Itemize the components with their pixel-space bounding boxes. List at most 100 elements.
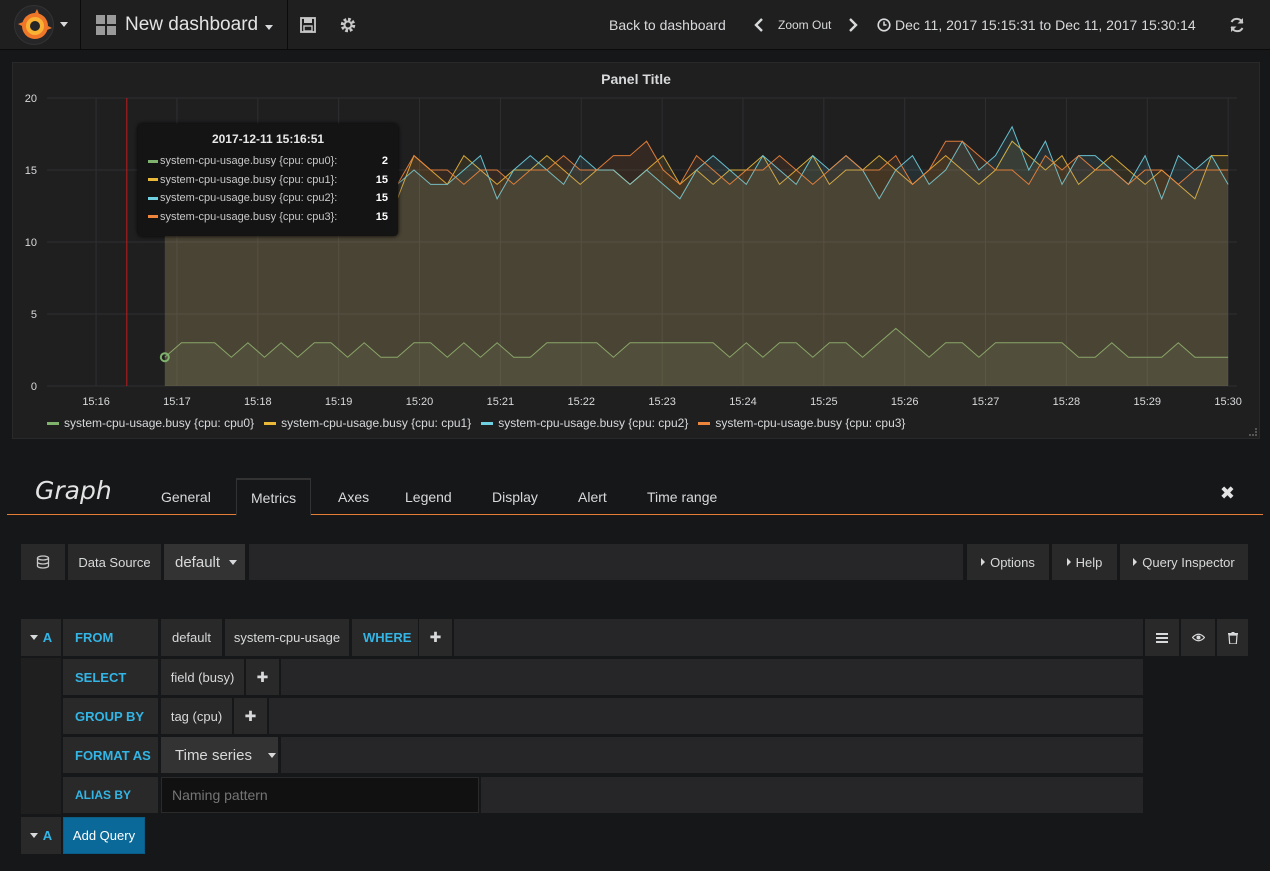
- add-select-button[interactable]: ✚: [246, 659, 279, 695]
- eye-icon[interactable]: [1181, 619, 1215, 656]
- legend-label: system-cpu-usage.busy {cpu: cpu3}: [715, 416, 906, 430]
- tooltip-series-label: system-cpu-usage.busy {cpu: cpu1}:: [160, 173, 338, 186]
- caret-right-icon: [981, 558, 986, 566]
- data-source-label: Data Source: [68, 544, 161, 580]
- help-label: Help: [1075, 554, 1103, 570]
- graph-legend: system-cpu-usage.busy {cpu: cpu0} system-…: [47, 416, 905, 430]
- legend-swatch: [481, 421, 494, 425]
- datasource-filler: [249, 544, 963, 580]
- y-tick-label: 0: [31, 381, 37, 393]
- data-source-select[interactable]: default: [164, 544, 245, 580]
- back-to-dashboard-button[interactable]: Back to dashboard: [609, 0, 726, 50]
- x-tick-label: 15:22: [567, 396, 595, 408]
- gear-icon[interactable]: [338, 15, 358, 35]
- chevron-down-icon: [267, 752, 276, 758]
- chevron-down-icon: [60, 22, 68, 27]
- add-query-button[interactable]: Add Query: [63, 817, 145, 854]
- alias-by-label: ALIAS BY: [63, 777, 158, 813]
- panel-title[interactable]: Panel Title: [601, 71, 671, 87]
- group-by-filler: [269, 698, 1143, 734]
- editor-title: Graph: [35, 476, 112, 505]
- query-inspector-label: Query Inspector: [1142, 554, 1235, 570]
- tooltip-time: 2017-12-11 15:16:51: [211, 132, 325, 146]
- data-source-value: default: [175, 553, 221, 571]
- add-query-ref: A: [21, 817, 61, 854]
- grafana-logo-icon: [14, 5, 54, 45]
- legend-item[interactable]: system-cpu-usage.busy {cpu: cpu2}: [481, 416, 688, 430]
- tab-alert[interactable]: Alert: [578, 488, 607, 505]
- close-editor-button[interactable]: ✖: [1219, 483, 1235, 503]
- select-filler: [281, 659, 1143, 695]
- group-by-label: GROUP BY: [63, 698, 158, 734]
- graph-chart[interactable]: 0 5 10 15 20 15:16 15:17 15:18 15:19 15:20 15:21 15…: [13, 63, 1261, 413]
- format-as-value: Time series: [175, 746, 252, 764]
- graph-panel: Panel Title 0 5 10 15 20 15:16 15:17 15:18 15:19…: [12, 62, 1260, 439]
- y-tick-label: 15: [25, 165, 37, 177]
- back-to-dashboard-label: Back to dashboard: [609, 17, 726, 33]
- x-tick-label: 15:30: [1214, 396, 1242, 408]
- caret-right-icon: [1133, 558, 1138, 566]
- legend-item[interactable]: system-cpu-usage.busy {cpu: cpu1}: [264, 416, 471, 430]
- caret-right-icon: [1066, 558, 1071, 566]
- chevron-down-icon: [29, 635, 38, 640]
- tab-legend[interactable]: Legend: [405, 488, 452, 505]
- chevron-down-icon: [229, 559, 238, 565]
- group-by-tag[interactable]: tag (cpu): [161, 698, 232, 734]
- legend-item[interactable]: system-cpu-usage.busy {cpu: cpu3}: [698, 416, 905, 430]
- format-as-select[interactable]: Time series: [161, 737, 278, 773]
- tooltip-series-value: 15: [375, 192, 388, 205]
- time-picker-button[interactable]: Dec 11, 2017 15:15:31 to Dec 11, 2017 15…: [877, 0, 1196, 50]
- hover-point-marker: [159, 352, 170, 363]
- options-button[interactable]: Options: [967, 544, 1049, 580]
- help-button[interactable]: Help: [1052, 544, 1117, 580]
- tab-time-range[interactable]: Time range: [647, 488, 718, 505]
- refresh-icon[interactable]: [1227, 15, 1247, 35]
- x-tick-label: 15:25: [810, 396, 838, 408]
- tab-metrics[interactable]: Metrics: [236, 478, 312, 516]
- from-measurement[interactable]: system-cpu-usage: [225, 619, 349, 656]
- clock-icon: [877, 18, 891, 32]
- x-tick-label: 15:26: [891, 396, 919, 408]
- query-inspector-button[interactable]: Query Inspector: [1120, 544, 1248, 580]
- select-label: SELECT: [63, 659, 158, 695]
- query-menu-icon[interactable]: [1145, 619, 1179, 656]
- tooltip-swatch: [148, 178, 158, 182]
- tooltip-series-label: system-cpu-usage.busy {cpu: cpu2}:: [160, 192, 338, 205]
- tab-axes[interactable]: Axes: [338, 488, 370, 505]
- y-tick-label: 10: [25, 237, 37, 249]
- series-area: [164, 126, 1229, 387]
- legend-swatch: [264, 421, 277, 425]
- tooltip-swatch: [148, 215, 158, 219]
- series-line: [164, 327, 1229, 358]
- time-range-text: Dec 11, 2017 15:15:31 to Dec 11, 2017 15…: [895, 17, 1196, 33]
- format-as-filler: [281, 737, 1143, 773]
- format-as-label: FORMAT AS: [63, 737, 158, 773]
- chevron-down-icon: [29, 833, 38, 838]
- dashboard-picker[interactable]: New dashboard: [96, 0, 274, 50]
- tooltip-series-label: system-cpu-usage.busy {cpu: cpu3}:: [160, 210, 338, 223]
- save-icon[interactable]: [298, 15, 318, 35]
- tab-general[interactable]: General: [161, 488, 211, 505]
- chevron-right-icon[interactable]: [842, 15, 862, 35]
- add-group-by-button[interactable]: ✚: [234, 698, 267, 734]
- chevron-down-icon: [265, 24, 274, 30]
- zoom-out-label: Zoom Out: [778, 18, 832, 32]
- zoom-out-button[interactable]: Zoom Out: [778, 0, 831, 50]
- x-tick-label: 15:17: [163, 396, 191, 408]
- add-where-button[interactable]: ✚: [419, 619, 452, 656]
- select-field[interactable]: field (busy): [161, 659, 244, 695]
- legend-item[interactable]: system-cpu-usage.busy {cpu: cpu0}: [47, 416, 254, 430]
- chevron-left-icon[interactable]: [750, 15, 770, 35]
- alias-by-input[interactable]: [161, 777, 479, 813]
- from-policy[interactable]: default: [161, 619, 222, 656]
- tab-display[interactable]: Display: [492, 488, 538, 505]
- trash-icon[interactable]: [1217, 619, 1248, 656]
- x-tick-label: 15:21: [487, 396, 515, 408]
- query-ref-toggle[interactable]: A: [21, 619, 61, 656]
- dashboard-grid-icon: [96, 15, 116, 35]
- grafana-logo-menu[interactable]: [8, 0, 76, 50]
- divider: [80, 0, 81, 50]
- x-tick-label: 15:29: [1134, 396, 1162, 408]
- tooltip-series-label: system-cpu-usage.busy {cpu: cpu0}:: [160, 155, 338, 168]
- panel-resize-handle[interactable]: [1249, 428, 1257, 436]
